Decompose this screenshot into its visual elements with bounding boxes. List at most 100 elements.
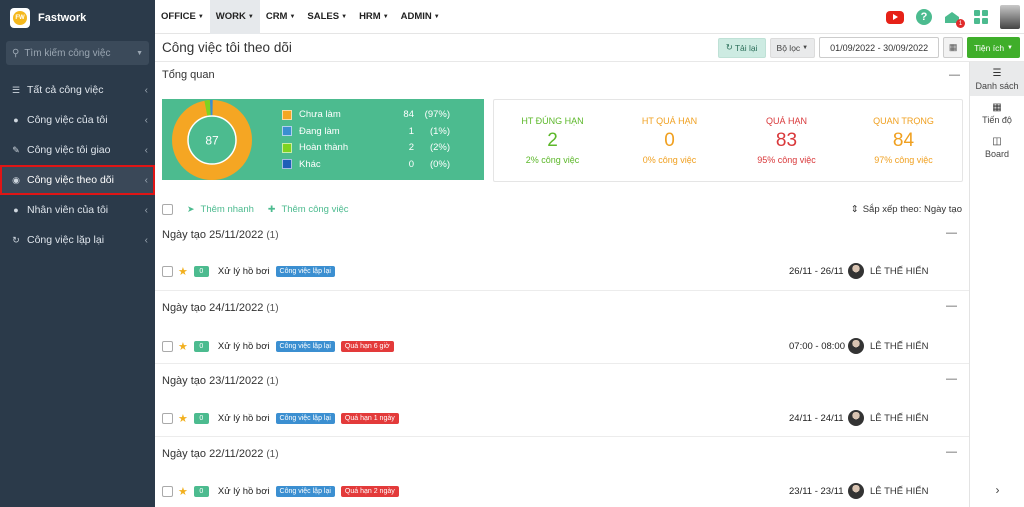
kpi-label: HT QUÁ HẠN: [641, 116, 698, 126]
youtube-icon[interactable]: [886, 10, 904, 24]
legend-pct: (2%): [429, 142, 450, 154]
kpi-sub: 97% công việc: [874, 155, 933, 165]
select-all-checkbox[interactable]: [162, 203, 173, 215]
tag-overdue: Quá hạn 6 giờ: [340, 340, 394, 352]
nav-office[interactable]: OFFICE ▼: [155, 0, 210, 34]
star-icon[interactable]: ★: [178, 340, 188, 353]
task-row[interactable]: ★ 0 Xử lý hồ bơi Công việc lặp lại Quá h…: [162, 408, 962, 428]
task-time: 07:00 - 08:00: [789, 340, 845, 352]
kpi-sub: 2% công việc: [525, 155, 580, 165]
nav-sales[interactable]: SALES ▼: [301, 0, 353, 34]
group-count: (1): [266, 229, 279, 241]
task-name[interactable]: Xử lý hồ bơi: [217, 340, 270, 352]
sidebar-item-label: Công việc của tôi: [27, 114, 108, 126]
group-header: Ngày tạo 22/11/2022 (1) —: [155, 443, 969, 465]
view-board[interactable]: ◫ Board: [970, 130, 1024, 164]
task-number-badge: 0: [193, 412, 209, 424]
brand[interactable]: FW Fastwork: [0, 0, 155, 36]
task-name[interactable]: Xử lý hồ bơi: [217, 485, 270, 497]
reload-button[interactable]: ↻ Tải lại: [717, 37, 766, 58]
filter-button[interactable]: Bộ lọc ▼: [769, 37, 816, 58]
task-checkbox[interactable]: [162, 340, 173, 352]
star-icon[interactable]: ★: [178, 265, 188, 278]
help-icon[interactable]: ?: [916, 9, 932, 25]
collapse-icon[interactable]: —: [946, 227, 957, 239]
eye-icon: ◉: [12, 174, 20, 185]
sidebar-item-all-tasks[interactable]: ☰ Tất cả công việc ‹: [0, 75, 155, 105]
nav-hrm[interactable]: HRM ▼: [353, 0, 395, 34]
board-icon: ◫: [992, 135, 1002, 147]
utility-button[interactable]: Tiện ích ▼: [967, 37, 1020, 58]
divider: [155, 290, 969, 291]
kpi-important[interactable]: QUAN TRỌNG 84 97% công việc: [845, 100, 962, 181]
kpi-sub: 95% công việc: [757, 155, 816, 165]
chevron-left-icon: ‹: [144, 144, 148, 156]
chevron-left-icon: ‹: [144, 84, 148, 96]
kpi-done-late[interactable]: HT QUÁ HẠN 0 0% công việc: [611, 100, 728, 181]
task-row[interactable]: ★ 0 Xử lý hồ bơi Công việc lặp lại Quá h…: [162, 336, 962, 356]
fastwork-logo: FW: [10, 8, 30, 28]
nav-admin[interactable]: ADMIN ▼: [395, 0, 446, 34]
notification-icon[interactable]: 1: [944, 9, 965, 28]
task-name[interactable]: Xử lý hồ bơi: [217, 412, 270, 424]
date-range-input[interactable]: 01/09/2022 - 30/09/2022: [819, 37, 940, 58]
title-bar: Công việc tôi theo dõi ↻ Tải lại Bộ lọc ▼ …: [155, 34, 1024, 62]
task-group: Ngày tạo 25/11/2022 (1) —: [155, 224, 969, 246]
sidebar-search[interactable]: ⚲ Tìm kiếm công việc ▼: [6, 41, 149, 65]
caret-down-icon: ▼: [382, 13, 389, 20]
collapse-icon[interactable]: —: [946, 446, 957, 458]
star-icon[interactable]: ★: [178, 485, 188, 498]
assignee-name: LÊ THẾ HIỂN: [870, 485, 929, 497]
nav-crm[interactable]: CRM ▼: [260, 0, 302, 34]
star-icon[interactable]: ★: [178, 412, 188, 425]
chevron-left-icon: ‹: [144, 174, 148, 186]
collapse-icon[interactable]: —: [949, 69, 960, 81]
sort-icon: ⇕: [850, 203, 859, 215]
add-task-button[interactable]: ✚ Thêm công việc: [268, 204, 349, 215]
task-number-badge: 0: [193, 265, 209, 277]
nav-work[interactable]: WORK ▼: [209, 0, 260, 34]
chevron-right-icon[interactable]: ›: [995, 483, 1000, 497]
sort-control[interactable]: ⇕ Sắp xếp theo: Ngày tạo: [851, 204, 962, 215]
task-name[interactable]: Xử lý hồ bơi: [217, 265, 270, 277]
sidebar-item-my-staff[interactable]: ● Nhân viên của tôi ‹: [0, 195, 155, 225]
view-list[interactable]: ☰ Danh sách: [970, 62, 1024, 96]
view-progress[interactable]: ▦ Tiến độ: [970, 96, 1024, 130]
home-shape: [945, 12, 959, 23]
sidebar-item-assigned-tasks[interactable]: ✎ Công việc tôi giao ‹: [0, 135, 155, 165]
kpi-overdue[interactable]: QUÁ HẠN 83 95% công việc: [728, 100, 845, 181]
sidebar-item-followed-tasks[interactable]: ◉ Công việc theo dõi ‹: [0, 165, 155, 195]
search-icon: ⚲: [12, 47, 20, 59]
task-row[interactable]: ★ 0 Xử lý hồ bơi Công việc lặp lại 26/11…: [162, 261, 962, 281]
donut-chart: 87: [162, 99, 262, 180]
task-checkbox[interactable]: [162, 485, 173, 497]
assignee-name: LÊ THẾ HIỂN: [870, 265, 929, 277]
overview-panel: 87 Chưa làm 84 (97%) Đang làm 1 (1%) Hoà…: [162, 99, 484, 180]
assignee-name: LÊ THẾ HIỂN: [870, 340, 929, 352]
collapse-icon[interactable]: —: [946, 300, 957, 312]
kpi-done-on-time[interactable]: HT ĐÚNG HẠN 2 2% công việc: [494, 100, 611, 181]
sidebar-item-label: Công việc tôi giao: [27, 144, 111, 156]
caret-down-icon: ▼: [289, 13, 296, 20]
user-avatar[interactable]: [1000, 5, 1020, 29]
divider: [155, 436, 969, 437]
avatar: [848, 410, 864, 426]
utility-label: Tiện ích: [974, 42, 1005, 53]
nav-label: SALES: [307, 11, 340, 22]
apps-grid-icon[interactable]: [974, 10, 988, 24]
kpi-value: 84: [892, 130, 915, 151]
sidebar-item-repeat-tasks[interactable]: ↻ Công việc lặp lại ‹: [0, 225, 155, 255]
sidebar-item-my-tasks[interactable]: ● Công việc của tôi ‹: [0, 105, 155, 135]
collapse-icon[interactable]: —: [946, 373, 957, 385]
calendar-icon[interactable]: ▦: [943, 37, 964, 58]
caret-down-icon: ▼: [341, 13, 348, 20]
task-row[interactable]: ★ 0 Xử lý hồ bơi Công việc lặp lại Quá h…: [162, 481, 962, 501]
task-checkbox[interactable]: [162, 412, 173, 424]
quick-add-button[interactable]: ➤ Thêm nhanh: [187, 204, 254, 215]
nav-label: HRM: [359, 11, 381, 22]
plus-icon: ✚: [267, 203, 276, 214]
group-title: Ngày tạo 25/11/2022: [162, 229, 264, 241]
sidebar-item-label: Công việc lặp lại: [27, 234, 105, 246]
task-checkbox[interactable]: [162, 265, 173, 277]
task-assignee: LÊ THẾ HIỂN: [848, 338, 928, 354]
